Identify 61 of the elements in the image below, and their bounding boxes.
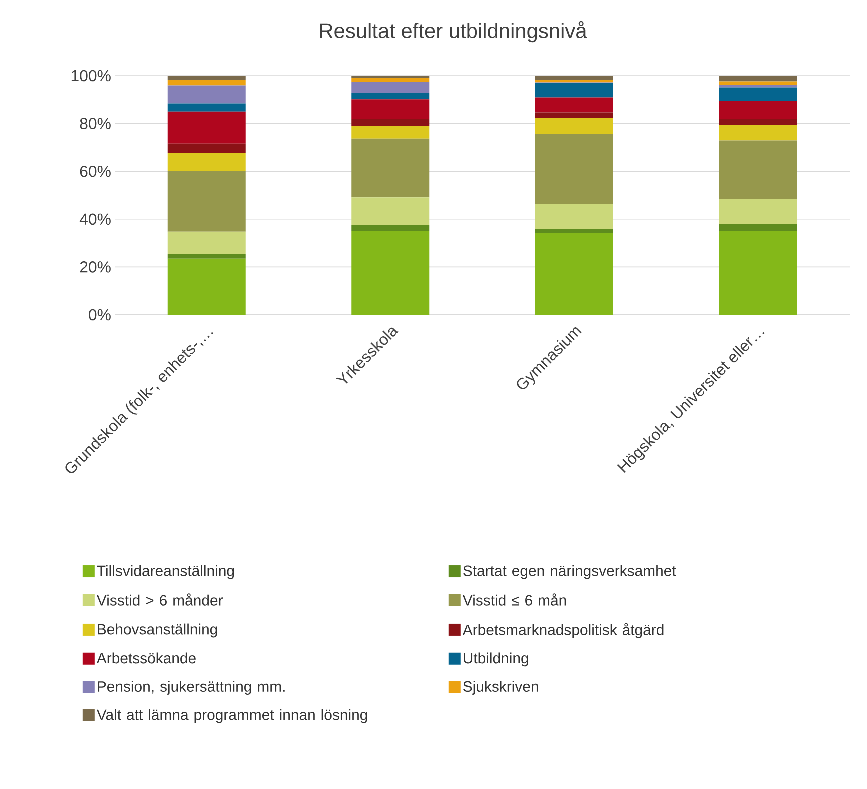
bar	[719, 224, 798, 232]
bar	[352, 126, 430, 139]
legend-label: Startat egen näringsverksamhet	[464, 565, 676, 580]
y-tick-label: 0%	[89, 309, 111, 321]
bar	[719, 231, 798, 315]
y-tick-label: 40%	[80, 214, 111, 226]
bar	[535, 112, 614, 119]
bar	[168, 80, 246, 86]
bar	[168, 86, 246, 104]
bar	[719, 88, 798, 102]
bar	[352, 119, 430, 126]
bar	[168, 254, 246, 259]
legend-label: Visstid ≤ 6 mån	[462, 594, 566, 606]
legend-label: Pension, sjukersättning mm.	[98, 681, 285, 695]
legend-label: Visstid > 6 månder	[96, 594, 224, 606]
bar	[352, 231, 430, 315]
legend-label: Arbetssökande	[96, 652, 196, 664]
bar	[535, 83, 614, 98]
bar	[719, 101, 798, 120]
bar	[535, 234, 614, 315]
bar	[719, 125, 798, 141]
legend-label: Behovsanställning	[98, 624, 218, 638]
bar	[535, 76, 614, 80]
bar	[352, 198, 430, 226]
y-tick-label: 20%	[80, 262, 111, 273]
bar	[719, 76, 798, 82]
bar	[535, 229, 614, 234]
bar	[535, 204, 614, 230]
bar	[352, 78, 430, 82]
bar	[719, 85, 798, 88]
bar	[168, 258, 246, 315]
legend-label: Sjukskriven	[464, 681, 538, 695]
bar	[352, 225, 430, 232]
bar	[168, 171, 246, 232]
y-tick-label: 80%	[80, 118, 111, 130]
bar	[352, 138, 430, 198]
bar	[352, 76, 430, 78]
bar	[168, 144, 246, 153]
bar	[719, 119, 798, 126]
bar	[168, 232, 246, 254]
bar	[719, 199, 798, 224]
legend-label: Utbildning	[464, 652, 528, 667]
y-tick-label: 60%	[80, 166, 111, 178]
bar	[719, 140, 798, 200]
bar	[719, 82, 798, 86]
bar	[168, 152, 246, 172]
bar	[168, 104, 246, 112]
bar	[352, 92, 430, 100]
bar	[535, 80, 614, 83]
bar	[168, 76, 246, 80]
y-tick-label: 100%	[72, 70, 111, 82]
bar	[535, 118, 614, 134]
chart-title: Resultat efter utbildningsnivå	[320, 21, 588, 43]
bar	[352, 82, 430, 93]
legend-label: Valt att lämna programmet innan lösning	[96, 709, 368, 724]
bar	[168, 112, 246, 144]
bar	[535, 134, 614, 204]
legend-label: Arbetsmarknadspolitisk åtgärd	[462, 623, 664, 638]
legend-label: Tillsvidareanställning	[97, 565, 234, 580]
bar	[352, 100, 430, 120]
bar	[535, 98, 614, 113]
